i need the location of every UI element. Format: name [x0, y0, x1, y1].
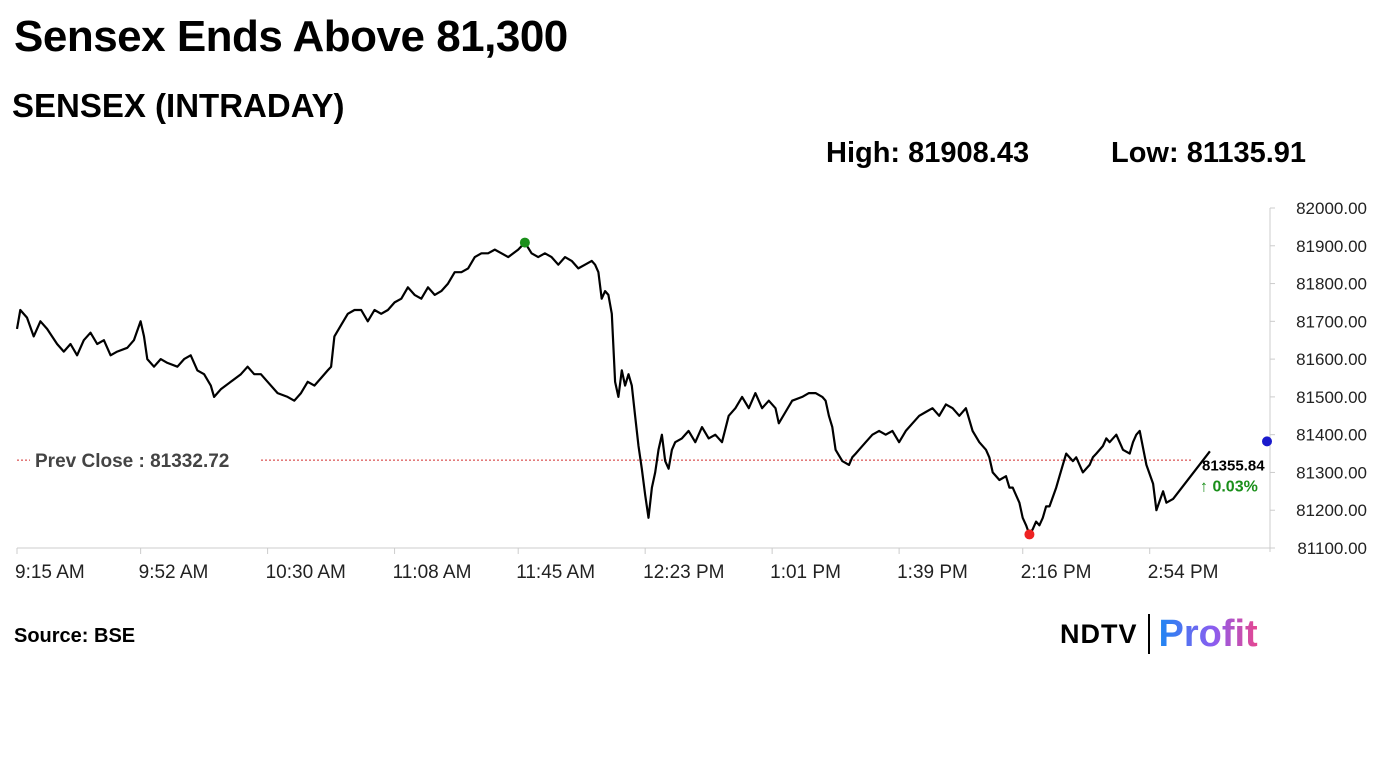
- y-tick-label: 81300.00: [1296, 463, 1367, 482]
- y-tick-label: 81100.00: [1297, 539, 1367, 558]
- x-tick-label: 9:15 AM: [15, 562, 85, 583]
- last-price-label: 81355.84: [1202, 457, 1265, 474]
- logo-divider: [1147, 614, 1150, 654]
- x-tick-label: 1:39 PM: [897, 562, 968, 583]
- logo-ndtv: NDTV: [1060, 618, 1138, 649]
- y-tick-label: 81800.00: [1296, 275, 1367, 294]
- y-tick-label: 81700.00: [1296, 312, 1367, 331]
- x-tick-label: 2:16 PM: [1021, 562, 1092, 583]
- sensex-price-line: [15, 241, 1211, 536]
- x-tick-label: 12:23 PM: [643, 562, 724, 583]
- logo-profit: Profit: [1158, 613, 1258, 655]
- high-value: High: 81908.43: [826, 137, 1030, 169]
- change-percent-label: ↑ 0.03%: [1200, 478, 1258, 495]
- y-tick-label: 81600.00: [1296, 350, 1367, 369]
- y-tick-label: 81500.00: [1296, 388, 1367, 407]
- chart-subtitle: SENSEX (INTRADAY): [12, 87, 345, 124]
- ndtv-profit-logo: NDTV Profit: [1060, 612, 1258, 656]
- y-tick-label: 82000.00: [1296, 199, 1367, 218]
- last-price-marker: [1262, 436, 1272, 447]
- x-tick-label: 11:45 AM: [516, 562, 595, 583]
- high-marker: [519, 237, 530, 248]
- prev-close-label-bg: [30, 447, 260, 472]
- low-marker: [1024, 529, 1035, 540]
- x-tick-label: 9:52 AM: [139, 562, 209, 583]
- x-tick-label: 10:30 AM: [266, 562, 346, 583]
- y-tick-label: 81900.00: [1296, 237, 1367, 256]
- y-tick-label: 81200.00: [1296, 501, 1367, 520]
- x-tick-label: 1:01 PM: [770, 562, 841, 583]
- prev-close-label: Prev Close : 81332.72: [35, 451, 229, 472]
- y-tick-label: 81400.00: [1296, 426, 1367, 445]
- headline: Sensex Ends Above 81,300: [14, 12, 568, 61]
- low-value: Low: 81135.91: [1111, 137, 1307, 169]
- x-tick-label: 2:54 PM: [1148, 562, 1219, 583]
- x-tick-label: 11:08 AM: [393, 562, 472, 583]
- intraday-chart: 82000.00 81900.00 81800.00 81700.00 81600.00…: [15, 199, 1367, 583]
- source-note: Source: BSE: [14, 625, 136, 647]
